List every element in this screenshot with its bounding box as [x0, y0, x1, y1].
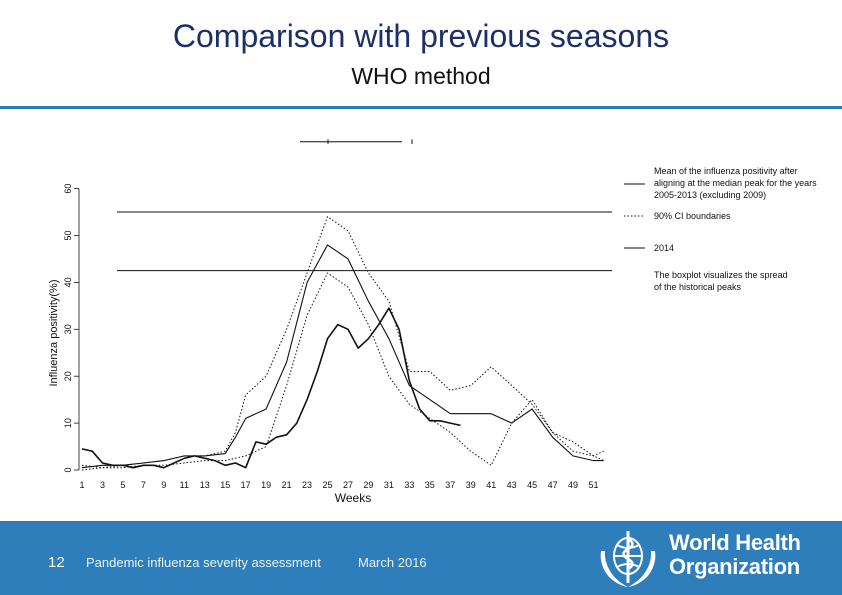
- legend: Mean of the influenza positivity after al…: [624, 166, 817, 292]
- slide-title: Comparison with previous seasons: [172, 18, 670, 54]
- x-tick-label: 29: [363, 480, 373, 490]
- y-tick-label: 10: [63, 418, 73, 428]
- x-tick-label: 41: [486, 480, 496, 490]
- series-line-4: [81, 307, 461, 469]
- x-tick-label: 13: [200, 480, 210, 490]
- x-tick-label: 23: [302, 480, 312, 490]
- footer-bar: 12 Pandemic influenza severity assessmen…: [0, 521, 842, 595]
- x-tick-label: 51: [588, 480, 598, 490]
- org-name-line2: Organization: [669, 554, 800, 579]
- legend-label: The boxplot visualizes the spread: [654, 270, 788, 280]
- x-tick-label: 19: [261, 480, 271, 490]
- x-tick-label: 37: [445, 480, 455, 490]
- x-tick-label: 31: [384, 480, 394, 490]
- series-line-1: [81, 216, 604, 469]
- y-axis-label: Influenza positivity(%): [48, 280, 60, 387]
- x-tick-label: 39: [466, 480, 476, 490]
- x-tick-label: 27: [343, 480, 353, 490]
- x-tick-label: 25: [323, 480, 333, 490]
- x-tick-label: 49: [568, 480, 578, 490]
- x-tick-label: 9: [161, 480, 166, 490]
- legend-label: Mean of the influenza positivity after: [654, 166, 798, 176]
- y-tick-label: 30: [63, 324, 73, 334]
- y-tick-label: 50: [63, 230, 73, 240]
- x-tick-label: 17: [241, 480, 251, 490]
- page-number: 12: [48, 554, 65, 571]
- x-tick-label: 35: [425, 480, 435, 490]
- y-tick-label: 0: [63, 467, 73, 472]
- who-emblem-icon: [600, 531, 656, 587]
- who-org-name: World Health Organization: [669, 531, 801, 579]
- legend-label: aligning at the median peak for the year…: [654, 178, 817, 188]
- slide-subtitle: WHO method: [351, 63, 491, 89]
- y-tick-label: 20: [63, 371, 73, 381]
- x-tick-label: 1: [79, 480, 84, 490]
- legend-label: 90% CI boundaries: [654, 211, 731, 221]
- x-tick-label: 7: [141, 480, 146, 490]
- org-name-line1: World Health: [669, 530, 801, 555]
- legend-label: 2014: [654, 243, 674, 253]
- legend-label: 2005-2013 (excluding 2009): [654, 190, 766, 200]
- x-tick-label: 33: [404, 480, 414, 490]
- series-line-3: [81, 272, 604, 471]
- footer-caption: Pandemic influenza severity assessment: [86, 555, 321, 570]
- x-tick-label: 15: [220, 480, 230, 490]
- legend-label: of the historical peaks: [654, 282, 742, 292]
- y-tick-label: 60: [63, 184, 73, 194]
- x-tick-label: 11: [180, 480, 189, 490]
- x-tick-label: 47: [548, 480, 558, 490]
- x-tick-label: 3: [100, 480, 105, 490]
- x-tick-label: 5: [120, 480, 125, 490]
- x-tick-label: 21: [282, 480, 292, 490]
- x-tick-label: 43: [507, 480, 517, 490]
- title-divider: [0, 106, 842, 109]
- plot-area: [81, 139, 612, 471]
- x-axis-label: Weeks: [335, 491, 371, 505]
- series-line-2: [81, 244, 604, 469]
- footer-date: March 2016: [358, 555, 427, 570]
- y-tick-label: 40: [63, 277, 73, 287]
- x-tick-label: 45: [527, 480, 537, 490]
